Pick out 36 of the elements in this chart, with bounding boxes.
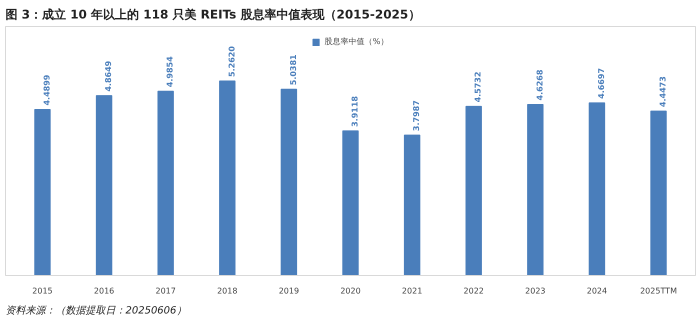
x-tick-label: 2019 xyxy=(278,286,300,296)
x-tick-label: 2017 xyxy=(156,286,176,296)
data-label: 4.6697 xyxy=(596,68,606,99)
x-tick-label: 2015 xyxy=(32,286,53,296)
data-label: 4.6268 xyxy=(535,69,544,100)
x-tick-label: 2022 xyxy=(464,286,484,296)
bar xyxy=(588,102,606,276)
data-label: 4.5732 xyxy=(474,72,483,102)
x-tick-label: 2020 xyxy=(340,286,361,296)
bar xyxy=(280,88,298,276)
legend-label: 股息率中值（%） xyxy=(324,36,388,47)
x-tick-label: 2024 xyxy=(586,286,608,296)
x-tick-label: 2023 xyxy=(525,286,546,296)
data-label: 4.9854 xyxy=(166,56,175,88)
x-tick-label: 2018 xyxy=(217,286,238,296)
bar xyxy=(96,95,112,276)
data-label: 4.4473 xyxy=(658,76,668,108)
text: 资料来源：（数据提取日：20250606） xyxy=(6,304,186,316)
x-tick-label: 2016 xyxy=(94,286,114,296)
x-tick-label: 2021 xyxy=(402,286,422,296)
bar xyxy=(34,109,51,276)
bar xyxy=(404,134,420,276)
bar xyxy=(219,80,236,276)
bar xyxy=(342,130,359,276)
bar xyxy=(527,104,544,276)
bar xyxy=(157,90,174,276)
chart-title: 图 3：成立 10 年以上的 118 只美 REITs 股息率中值表现（2015-2025） xyxy=(6,8,420,22)
data-label: 3.7987 xyxy=(412,100,422,132)
bar xyxy=(466,106,482,276)
data-label: 3.9118 xyxy=(350,96,360,127)
x-tick-label: 2025TTM xyxy=(640,286,678,296)
bar xyxy=(650,110,667,276)
data-label: 5.0381 xyxy=(288,54,298,86)
data-label: 4.8649 xyxy=(104,60,114,92)
data-label: 5.2620 xyxy=(227,46,236,77)
data-label: 4.4899 xyxy=(42,74,52,106)
